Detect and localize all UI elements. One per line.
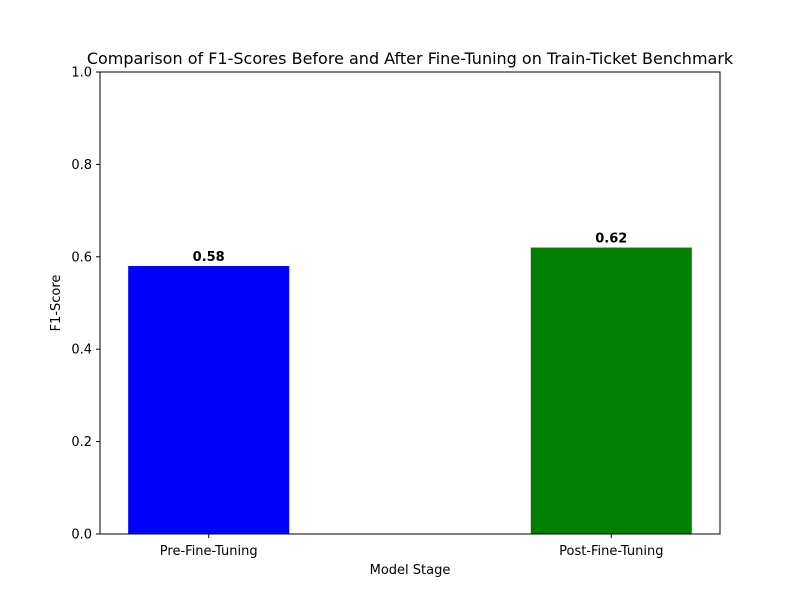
x-tick-label: Post-Fine-Tuning	[559, 544, 663, 559]
chart-title: Comparison of F1-Scores Before and After…	[87, 49, 734, 68]
x-axis-label: Model Stage	[370, 563, 451, 578]
bar-post-fine-tuning	[530, 247, 692, 534]
bars-group	[128, 247, 692, 534]
y-tick-label: 1.0	[71, 66, 92, 81]
y-tick-label: 0.2	[71, 435, 92, 450]
bar-value-label: 0.62	[595, 232, 627, 247]
y-tick-label: 0.6	[71, 250, 92, 265]
plot-frame	[99, 71, 721, 535]
y-axis-ticks: 0.0 0.2 0.4 0.6 0.8 1.0	[71, 66, 100, 543]
y-tick-label: 0.4	[71, 343, 92, 358]
value-labels-group: 0.58 0.62	[193, 232, 628, 265]
bar-pre-fine-tuning	[128, 266, 290, 534]
y-tick-label: 0.8	[71, 158, 92, 173]
bar-value-label: 0.58	[193, 250, 225, 265]
x-axis-ticks: Pre-Fine-Tuning Post-Fine-Tuning	[160, 534, 663, 559]
y-axis-label: F1-Score	[49, 275, 64, 332]
y-tick-label: 0.0	[71, 528, 92, 543]
x-tick-label: Pre-Fine-Tuning	[160, 544, 258, 559]
